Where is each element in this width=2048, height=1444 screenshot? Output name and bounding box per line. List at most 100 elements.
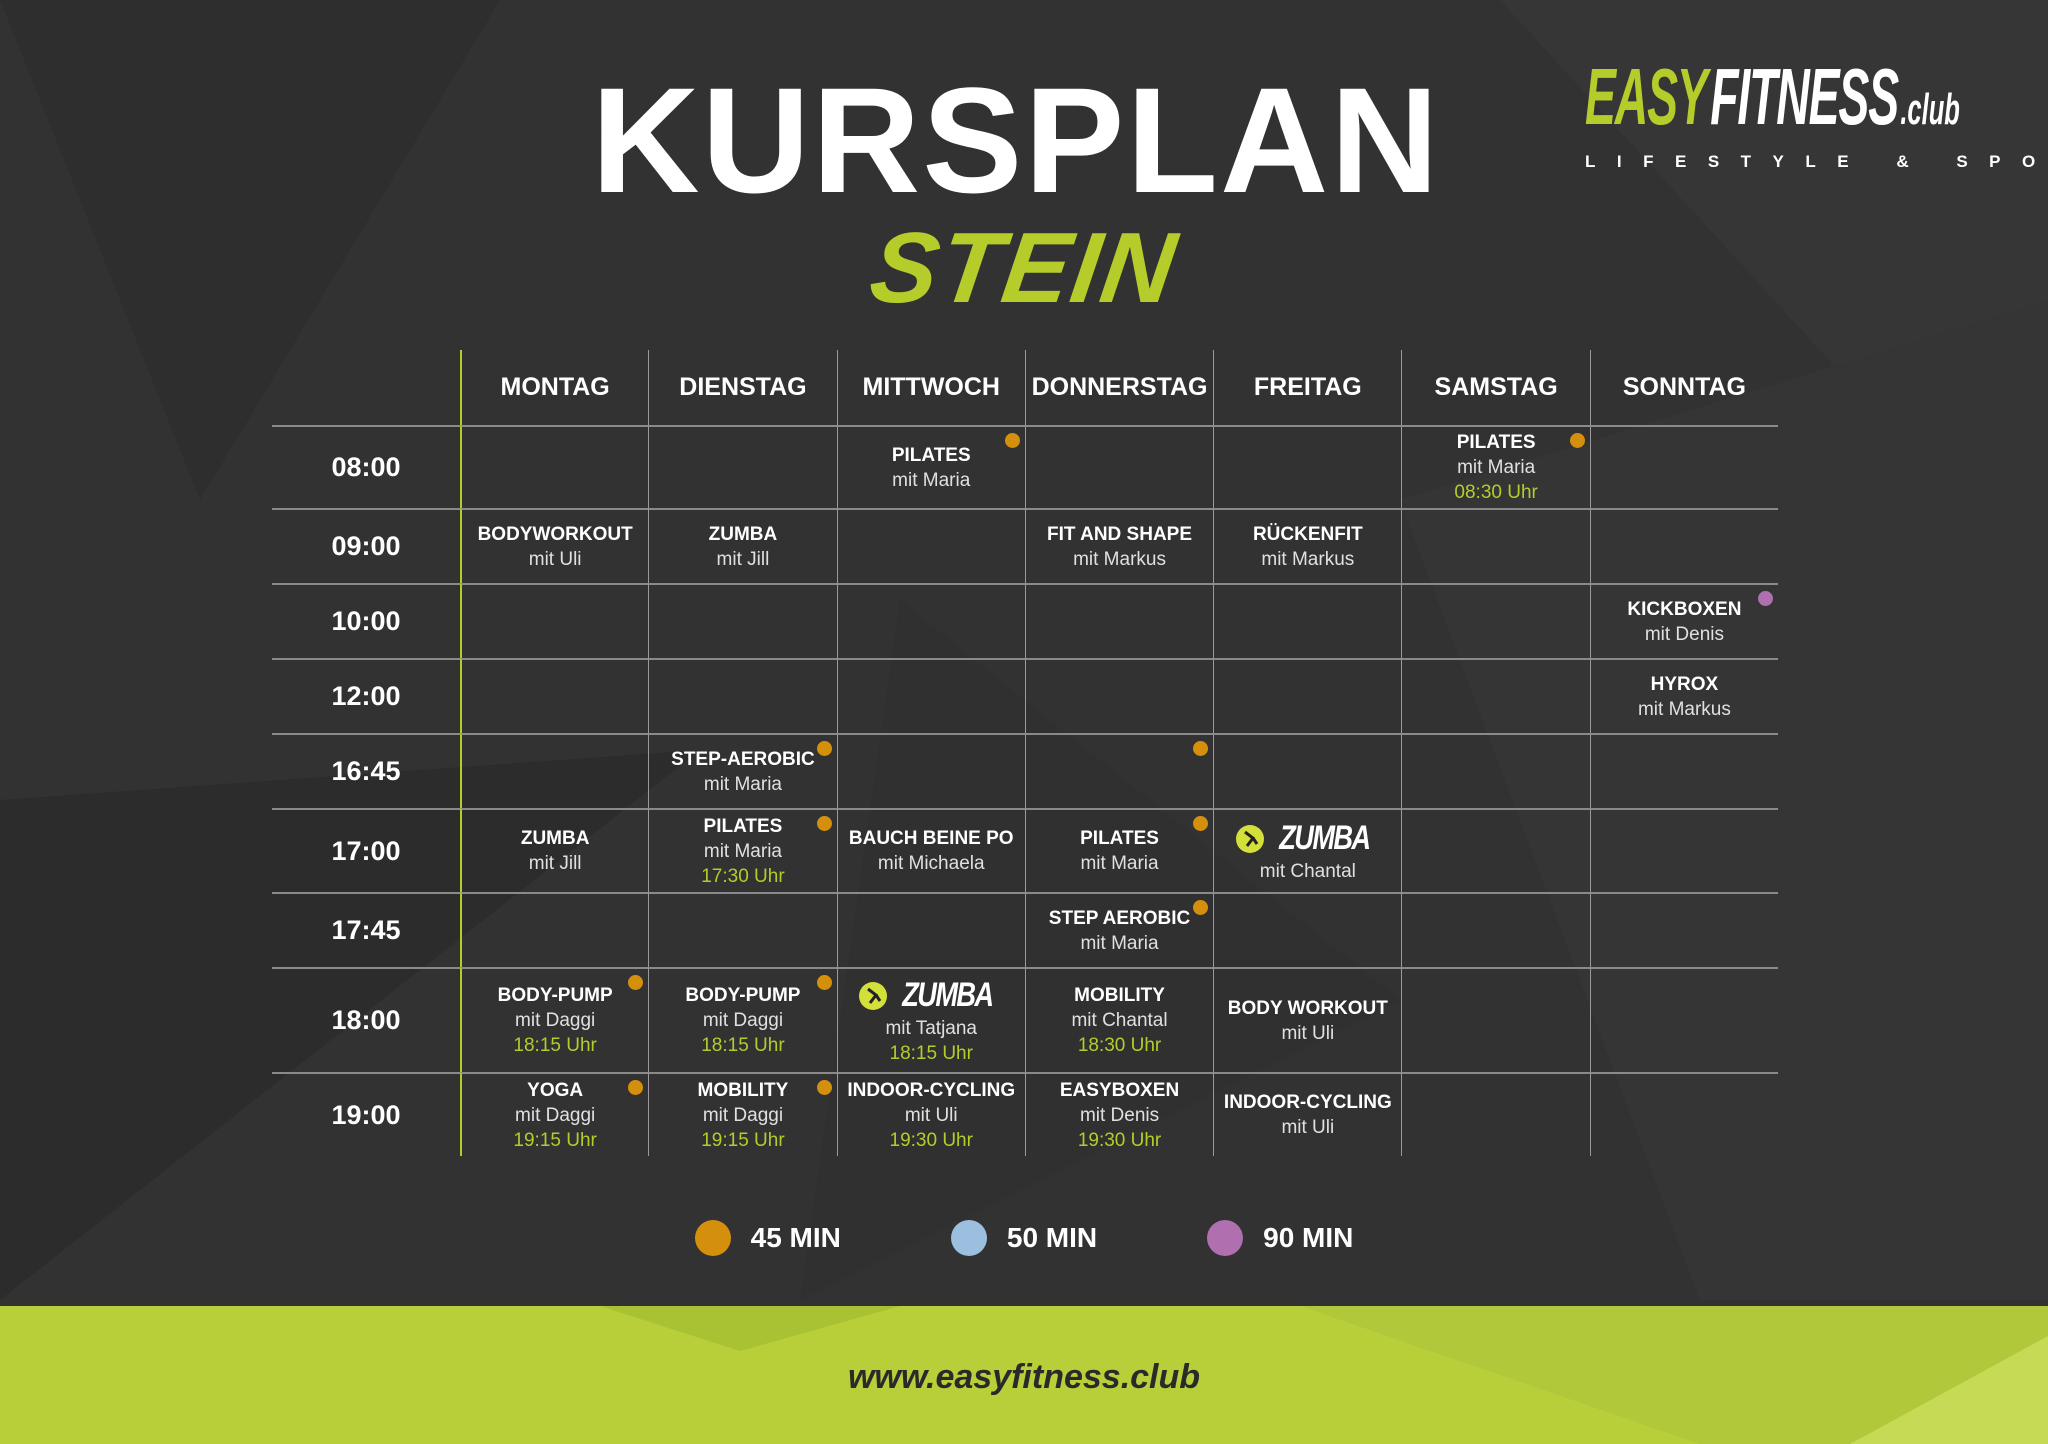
empty-cell <box>460 892 649 967</box>
course-cell: BODY-PUMP mit Daggi 18:15 Uhr <box>460 967 649 1072</box>
course-title: INDOOR-CYCLING <box>847 1079 1016 1101</box>
course-start-time: 19:30 Uhr <box>1077 1129 1162 1151</box>
duration-dot-45min <box>1193 900 1209 915</box>
empty-cell <box>836 658 1025 733</box>
empty-cell <box>1401 1072 1590 1156</box>
duration-dot-45min <box>1193 816 1209 831</box>
duration-dot-45min <box>1569 433 1585 448</box>
course-start-time: 19:30 Uhr <box>889 1129 973 1151</box>
course-title: MOBILITY <box>1074 985 1165 1006</box>
course-title: STEP AEROBIC <box>1048 907 1191 929</box>
zumba-dancer-icon <box>859 981 888 1010</box>
time-label: 09:00 <box>272 508 460 583</box>
empty-cell <box>1213 892 1402 967</box>
day-header-montag: MONTAG <box>460 350 648 425</box>
empty-cell <box>1589 967 1779 1072</box>
course-title: ZUMBA <box>520 828 590 849</box>
course-trainer: mit Daggi <box>702 1104 784 1126</box>
empty-cell <box>1213 425 1402 508</box>
duration-dot-45min <box>816 741 832 756</box>
logo-fitness: FITNESS <box>1710 52 1899 141</box>
course-start-time: 18:15 Uhr <box>513 1035 597 1056</box>
course-title: KICKBOXEN <box>1627 598 1742 620</box>
time-label: 17:00 <box>272 808 460 892</box>
time-label: 16:45 <box>272 733 460 808</box>
empty-cell <box>648 425 837 508</box>
logo-tagline: LIFESTYLE & SPORT <box>1585 152 2048 171</box>
course-cell: INDOOR-CYCLING mit Uli <box>1213 1072 1402 1156</box>
course-cell: STEP-AEROBIC mit Maria <box>648 733 837 808</box>
empty-cell <box>1401 733 1590 808</box>
duration-dot-45min <box>816 816 832 831</box>
legend-dot <box>694 1220 731 1256</box>
time-label: 10:00 <box>272 583 460 658</box>
day-header-samstag: SAMSTAG <box>1401 350 1589 425</box>
course-title: BODYWORKOUT <box>477 523 633 545</box>
course-trainer: mit Daggi <box>515 1010 596 1031</box>
course-trainer: mit Maria <box>892 469 971 491</box>
empty-cell <box>460 658 649 733</box>
course-trainer: mit Maria <box>1080 853 1159 874</box>
empty-cell <box>1024 583 1214 658</box>
course-trainer: mit Uli <box>1281 1117 1335 1138</box>
day-header-dienstag: DIENSTAG <box>648 350 836 425</box>
course-cell: PILATES mit Maria <box>836 425 1025 508</box>
course-title: PILATES <box>891 444 971 466</box>
course-cell: BODYWORKOUT mit Uli <box>460 508 649 583</box>
empty-cell <box>1589 425 1779 508</box>
empty-cell <box>1024 733 1214 808</box>
duration-dot-90min <box>1758 591 1774 606</box>
empty-cell <box>648 658 837 733</box>
course-cell: FIT AND SHAPE mit Markus <box>1024 508 1214 583</box>
zumba-logo-text: ZUMBA <box>1279 819 1371 857</box>
schedule-table: MONTAG DIENSTAG MITTWOCH DONNERSTAG FREITAG S… <box>272 350 1779 1156</box>
course-cell: PILATES mit Maria 08:30 Uhr <box>1401 425 1590 508</box>
time-label: 17:45 <box>272 892 460 967</box>
website-link[interactable]: www.easyfitness.club <box>847 1358 1201 1396</box>
course-cell: MOBILITY mit Chantal 18:30 Uhr <box>1024 967 1214 1072</box>
course-trainer: mit Daggi <box>702 1010 784 1031</box>
course-cell: ZUMBA mit Chantal <box>1213 808 1402 892</box>
empty-cell <box>460 425 649 508</box>
course-title: YOGA <box>527 1079 584 1101</box>
time-label: 12:00 <box>272 658 460 733</box>
legend-item: 90 MIN <box>1207 1220 1353 1256</box>
day-header-freitag: FREITAG <box>1213 350 1401 425</box>
course-trainer: mit Maria <box>703 840 782 862</box>
zumba-logo: ZUMBA <box>858 976 1004 1016</box>
course-title: INDOOR-CYCLING <box>1223 1092 1392 1113</box>
course-trainer: mit Tatjana <box>885 1017 977 1039</box>
course-title: EASYBOXEN <box>1059 1079 1180 1101</box>
course-cell: EASYBOXEN mit Denis 19:30 Uhr <box>1024 1072 1214 1156</box>
empty-cell <box>1213 583 1402 658</box>
empty-cell <box>1589 508 1779 583</box>
duration-dot-45min <box>816 975 832 990</box>
duration-legend: 45 MIN 50 MIN 90 MIN <box>0 1220 2048 1256</box>
course-title: FIT AND SHAPE <box>1047 523 1193 545</box>
course-title: PILATES <box>1080 828 1159 849</box>
easyfitness-logo: EASY FITNESS .club LIFESTYLE & SPORT <box>1585 52 2048 180</box>
course-cell: KICKBOXEN mit Denis <box>1589 583 1779 658</box>
course-trainer: mit Uli <box>904 1104 958 1126</box>
course-trainer: mit Jill <box>528 853 582 874</box>
empty-cell <box>836 508 1025 583</box>
course-title: BODY-PUMP <box>497 985 613 1006</box>
course-trainer: mit Jill <box>716 548 770 570</box>
course-trainer: mit Daggi <box>515 1104 596 1126</box>
course-title: BODY WORKOUT <box>1227 997 1388 1019</box>
course-start-time: 18:30 Uhr <box>1077 1035 1162 1056</box>
legend-label: 50 MIN <box>1006 1222 1098 1253</box>
course-title: STEP-AEROBIC <box>671 748 815 770</box>
empty-cell <box>1401 508 1590 583</box>
page-title: KURSPLAN <box>591 56 1441 224</box>
course-trainer: mit Markus <box>1073 548 1166 570</box>
course-cell: YOGA mit Daggi 19:15 Uhr <box>460 1072 649 1156</box>
empty-cell <box>648 892 837 967</box>
table-corner <box>272 350 460 425</box>
zumba-logo: ZUMBA <box>1235 819 1381 859</box>
course-cell: BAUCH BEINE PO mit Michaela <box>836 808 1025 892</box>
course-start-time: 19:15 Uhr <box>701 1129 785 1151</box>
course-start-time: 18:15 Uhr <box>701 1035 785 1056</box>
empty-cell <box>460 733 649 808</box>
empty-cell <box>1401 583 1590 658</box>
